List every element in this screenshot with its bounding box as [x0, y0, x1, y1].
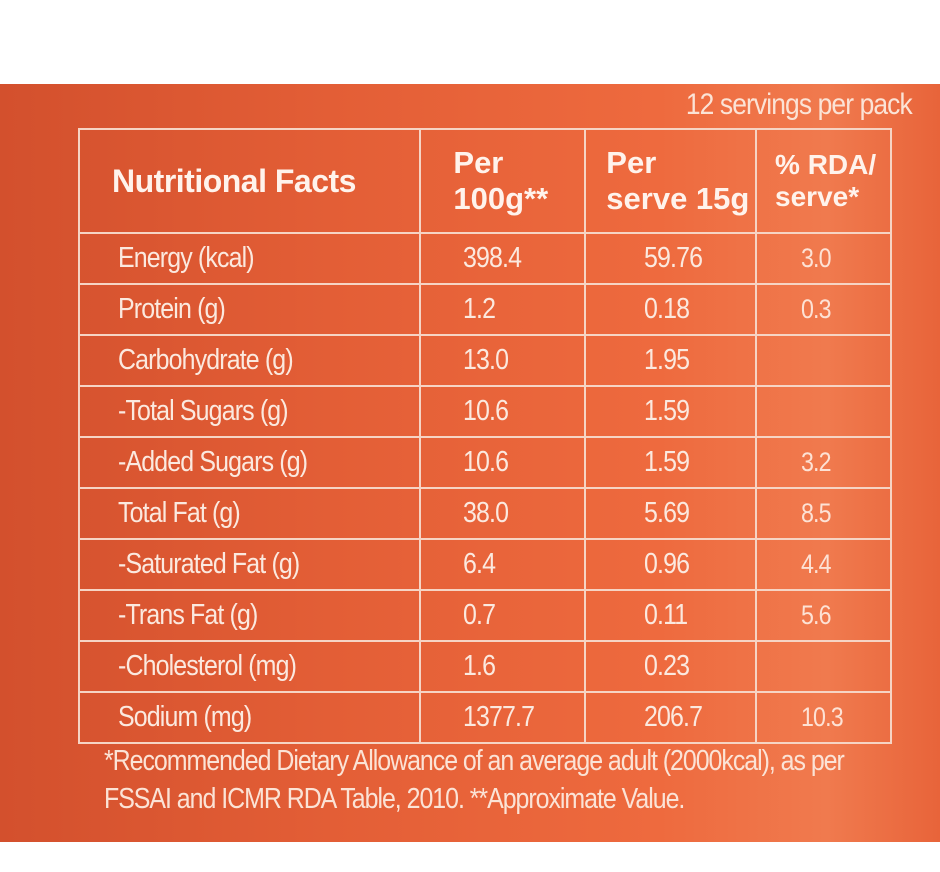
value-per-serve: 59.76 [584, 232, 758, 285]
column-header-per-serve: Per serve 15g [584, 128, 758, 234]
nutrition-label-panel: 12 servings per pack Nutritional Facts P… [0, 84, 940, 842]
table-row: -Trans Fat (g) 0.7 0.11 5.6 [77, 589, 892, 642]
table-row: -Saturated Fat (g) 6.4 0.96 4.4 [77, 538, 892, 591]
value-rda [755, 385, 892, 438]
value-rda: 3.0 [755, 232, 892, 285]
value-per-serve: 0.11 [584, 589, 758, 642]
value-rda: 10.3 [755, 691, 892, 744]
table-row: Sodium (mg) 1377.7 206.7 10.3 [77, 691, 892, 744]
value-per-serve: 0.18 [584, 283, 758, 336]
footnote-line-2: FSSAI and ICMR RDA Table, 2010. **Approx… [104, 783, 685, 815]
value-per-100g: 10.6 [419, 436, 587, 489]
value-per-100g: 38.0 [419, 487, 587, 540]
value-per-100g: 0.7 [419, 589, 587, 642]
value-rda: 0.3 [755, 283, 892, 336]
table-row: -Added Sugars (g) 10.6 1.59 3.2 [77, 436, 892, 489]
table-row: Protein (g) 1.2 0.18 0.3 [77, 283, 892, 336]
value-per-100g: 6.4 [419, 538, 587, 591]
nutrient-name: -Cholesterol (mg) [77, 640, 422, 693]
column-header-per-100g: Per 100g** [419, 128, 587, 234]
value-rda: 8.5 [755, 487, 892, 540]
table-header-row: Nutritional Facts Per 100g** Per serve 1… [77, 128, 892, 234]
value-per-100g: 10.6 [419, 385, 587, 438]
value-per-serve: 1.95 [584, 334, 758, 387]
value-per-serve: 1.59 [584, 385, 758, 438]
value-per-100g: 1377.7 [419, 691, 587, 744]
value-per-serve: 206.7 [584, 691, 758, 744]
table-row: Total Fat (g) 38.0 5.69 8.5 [77, 487, 892, 540]
value-rda: 3.2 [755, 436, 892, 489]
value-per-100g: 1.2 [419, 283, 587, 336]
nutrient-name: Total Fat (g) [77, 487, 422, 540]
nutrient-name: -Total Sugars (g) [77, 385, 422, 438]
value-rda: 4.4 [755, 538, 892, 591]
nutrient-name: Sodium (mg) [77, 691, 422, 744]
value-rda [755, 640, 892, 693]
table-row: -Cholesterol (mg) 1.6 0.23 [77, 640, 892, 693]
table-title: Nutritional Facts [77, 128, 422, 234]
servings-per-pack: 12 servings per pack [686, 88, 913, 121]
nutrient-name: -Trans Fat (g) [77, 589, 422, 642]
nutrient-name: Energy (kcal) [77, 232, 422, 285]
value-rda: 5.6 [755, 589, 892, 642]
value-per-100g: 13.0 [419, 334, 587, 387]
nutrient-name: -Added Sugars (g) [77, 436, 422, 489]
value-per-serve: 0.23 [584, 640, 758, 693]
table-row: Carbohydrate (g) 13.0 1.95 [77, 334, 892, 387]
column-header-rda: % RDA/ serve* [755, 128, 892, 234]
table-row: Energy (kcal) 398.4 59.76 3.0 [77, 232, 892, 285]
nutrient-name: Protein (g) [77, 283, 422, 336]
value-per-serve: 0.96 [584, 538, 758, 591]
table-row: -Total Sugars (g) 10.6 1.59 [77, 385, 892, 438]
value-per-serve: 1.59 [584, 436, 758, 489]
value-rda [755, 334, 892, 387]
nutrition-facts-table: Nutritional Facts Per 100g** Per serve 1… [77, 128, 892, 744]
nutrient-name: Carbohydrate (g) [77, 334, 422, 387]
value-per-100g: 398.4 [419, 232, 587, 285]
value-per-100g: 1.6 [419, 640, 587, 693]
footnote: *Recommended Dietary Allowance of an ave… [104, 742, 845, 818]
value-per-serve: 5.69 [584, 487, 758, 540]
footnote-line-1: *Recommended Dietary Allowance of an ave… [104, 745, 845, 777]
nutrient-name: -Saturated Fat (g) [77, 538, 422, 591]
